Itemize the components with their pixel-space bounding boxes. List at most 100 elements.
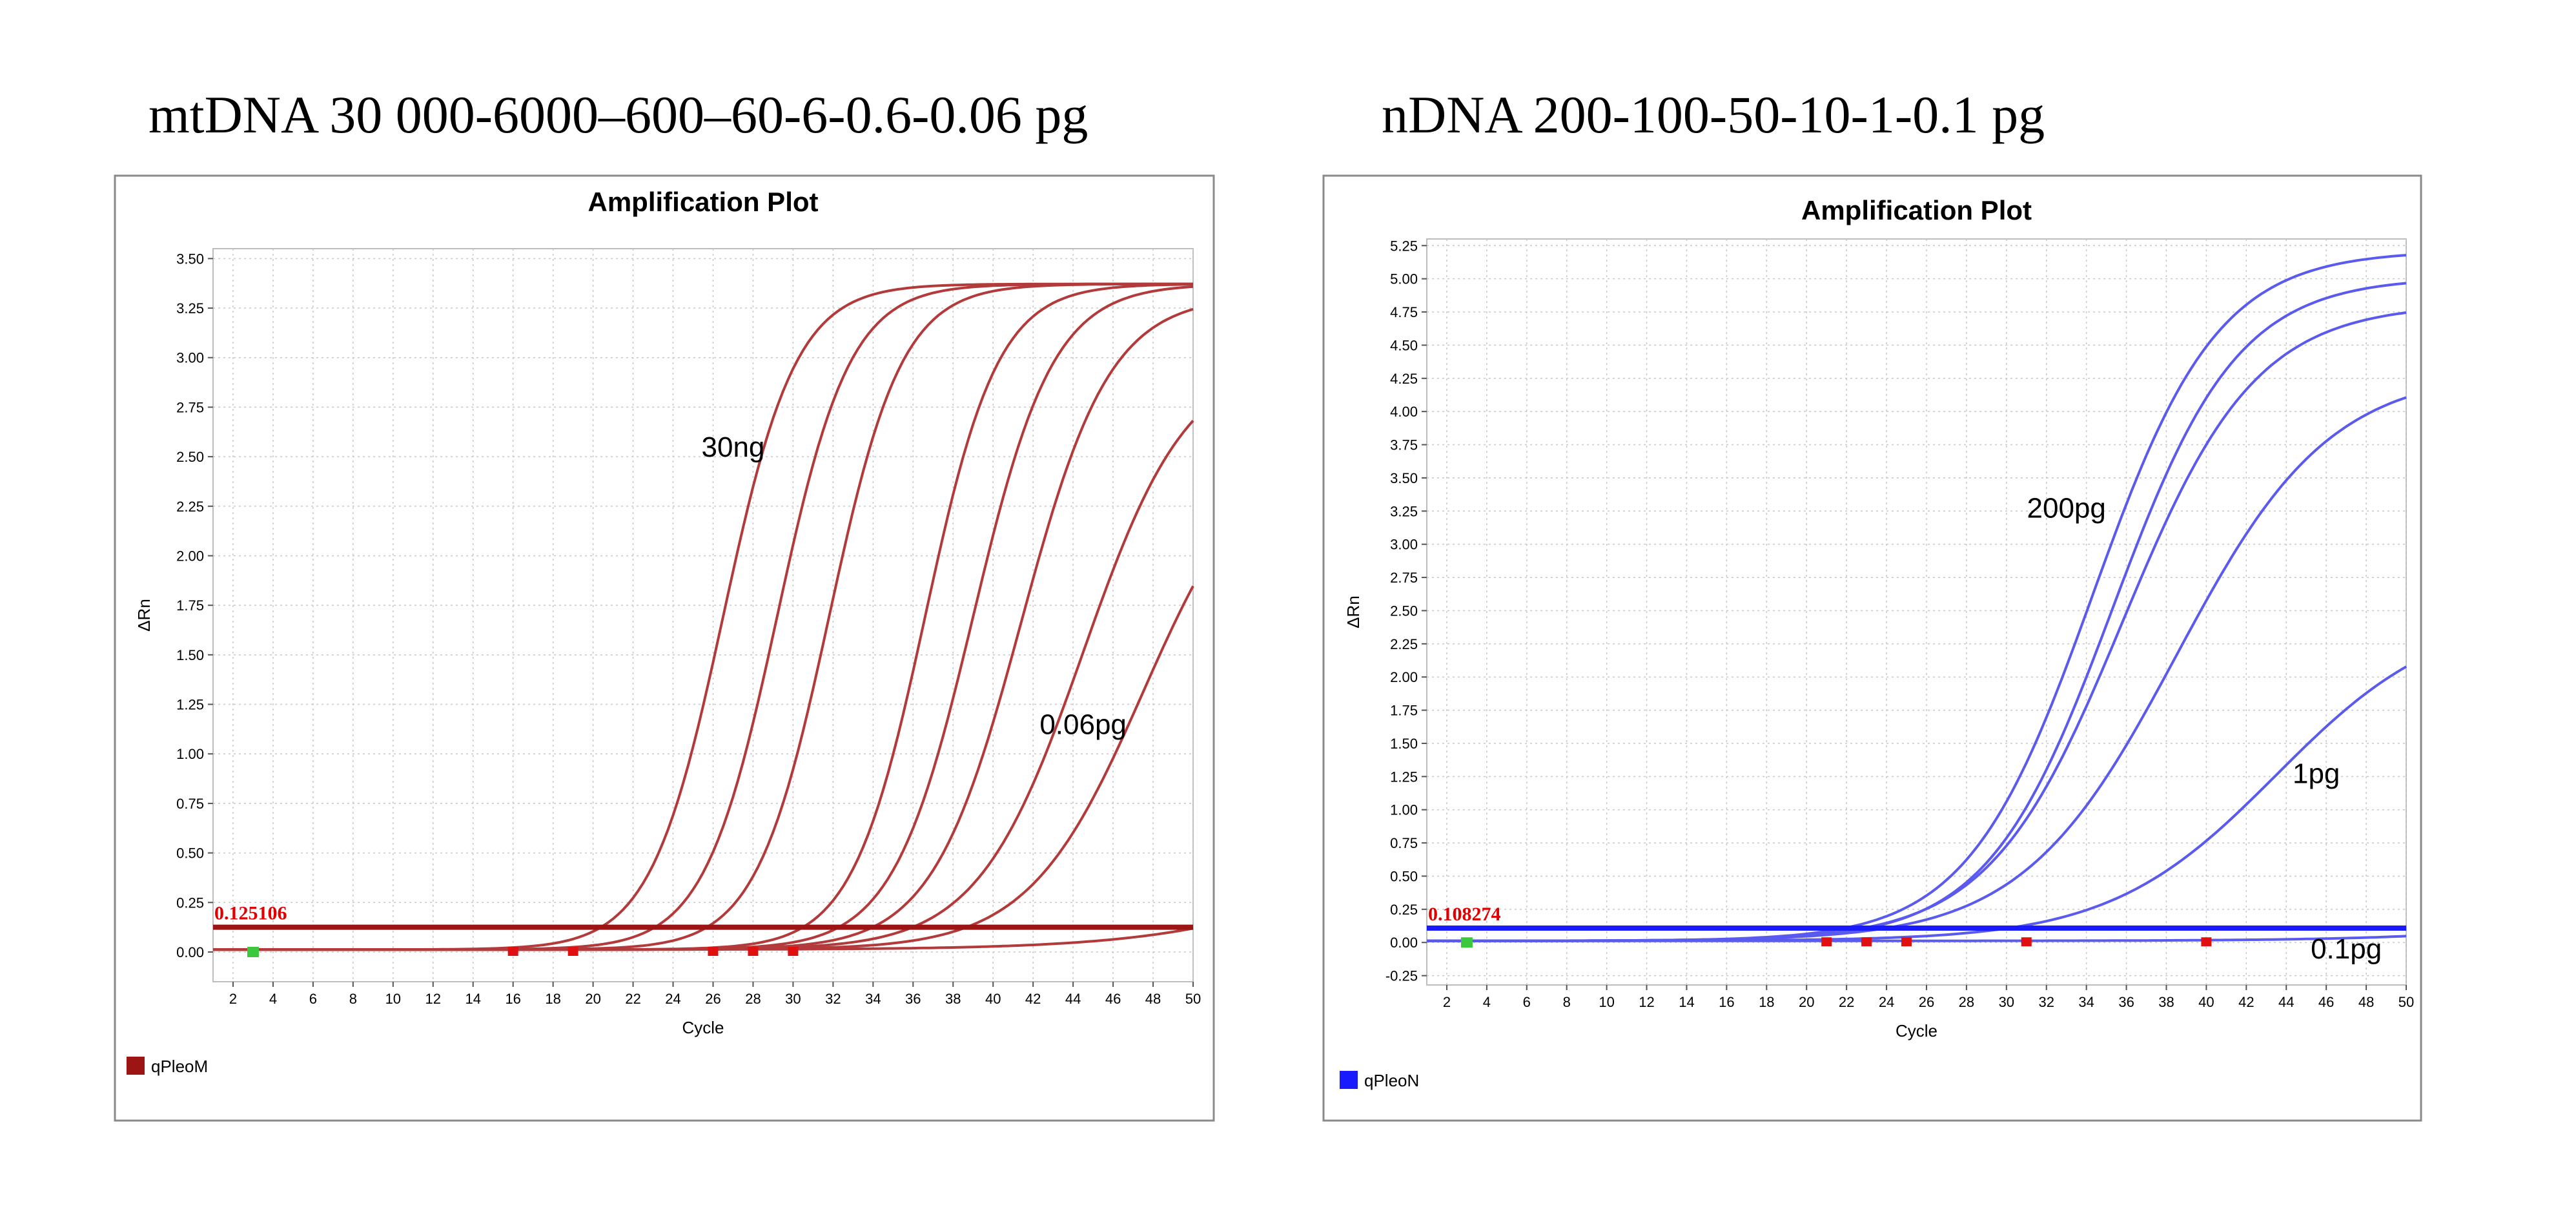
x-tick-label: 10	[1599, 994, 1614, 1010]
right-heading: nDNA 200-100-50-10-1-0.1 pg	[1382, 85, 2045, 144]
y-tick-label: 3.00	[176, 350, 204, 366]
y-tick-label: 0.25	[1390, 902, 1418, 918]
x-tick-label: 48	[1145, 991, 1161, 1007]
x-tick-label: 30	[785, 991, 801, 1007]
x-axis-label: Cycle	[1896, 1021, 1937, 1040]
y-tick-label: 5.00	[1390, 271, 1418, 287]
left-heading: mtDNA 30 000-6000–600–60-6-0.6-0.06 pg	[148, 85, 1088, 144]
y-tick-label: 1.25	[1390, 769, 1418, 785]
y-tick-label: 2.25	[1390, 636, 1418, 652]
legend-swatch	[1340, 1071, 1358, 1089]
threshold-label: 0.108274	[1428, 904, 1501, 925]
x-tick-label: 22	[625, 991, 640, 1007]
y-tick-label: 5.25	[1390, 238, 1418, 254]
y-tick-label: 3.25	[1390, 503, 1418, 519]
amplification-curve	[1427, 935, 2407, 942]
y-tick-label: 4.50	[1390, 337, 1418, 353]
y-axis-label: ΔRn	[134, 599, 154, 632]
ct-marker	[788, 946, 799, 956]
x-tick-label: 50	[1185, 991, 1201, 1007]
ndna-amplification-plot: Amplification Plot -0.25 0.00 0.25 0.50 0.75 1…	[1322, 174, 2422, 1122]
y-tick-label: 2.50	[176, 449, 204, 465]
y-tick-label: 4.25	[1390, 371, 1418, 387]
x-tick-label: 40	[985, 991, 1001, 1007]
curve-annotation: 0.1pg	[2311, 933, 2382, 965]
y-tick-label: 3.50	[1390, 470, 1418, 486]
ct-marker	[748, 946, 759, 956]
x-tick-label: 44	[2278, 994, 2294, 1010]
x-tick-label: 40	[2198, 994, 2214, 1010]
x-tick-label: 12	[1639, 994, 1654, 1010]
x-tick-label: 6	[309, 991, 317, 1007]
x-tick-label: 32	[2038, 994, 2054, 1010]
y-tick-label: 2.75	[176, 399, 204, 415]
x-tick-label: 6	[1523, 994, 1531, 1010]
x-tick-label: 46	[2318, 994, 2334, 1010]
legend-label: qPleoN	[1364, 1071, 1419, 1090]
baseline-marker	[247, 946, 259, 957]
x-tick-label: 14	[1679, 994, 1694, 1010]
curve-annotation: 0.06pg	[1039, 709, 1127, 741]
y-tick-label: 2.00	[176, 548, 204, 564]
x-tick-label: 20	[585, 991, 600, 1007]
x-tick-label: 32	[825, 991, 841, 1007]
y-tick-label: 4.00	[1390, 404, 1418, 420]
y-tick-label: 1.50	[176, 647, 204, 663]
x-tick-label: 14	[465, 991, 480, 1007]
y-tick-label: 0.00	[176, 944, 204, 960]
plot-area	[212, 248, 1194, 982]
x-tick-label: 4	[1483, 994, 1491, 1010]
y-tick-label: 1.25	[176, 697, 204, 713]
ct-marker	[708, 946, 719, 956]
x-tick-label: 8	[1563, 994, 1571, 1010]
y-tick-label: 0.25	[176, 895, 204, 911]
y-tick-label: 2.50	[1390, 603, 1418, 619]
plot-title: Amplification Plot	[588, 187, 819, 217]
x-tick-label: 30	[1999, 994, 2014, 1010]
legend-swatch	[127, 1057, 145, 1075]
x-tick-label: 26	[705, 991, 721, 1007]
x-tick-label: 16	[505, 991, 520, 1007]
x-tick-label: 42	[1025, 991, 1041, 1007]
baseline-marker	[1460, 937, 1473, 948]
ct-marker	[1861, 937, 1872, 947]
x-tick-label: 38	[2158, 994, 2174, 1010]
y-tick-label: 1.75	[176, 597, 204, 614]
x-tick-label: 16	[1719, 994, 1734, 1010]
plot-title: Amplification Plot	[1801, 195, 2032, 225]
x-tick-label: 4	[269, 991, 277, 1007]
threshold-label: 0.125106	[214, 903, 287, 924]
x-tick-label: 42	[2238, 994, 2254, 1010]
ct-marker	[2201, 937, 2212, 947]
y-tick-label: 3.25	[176, 300, 204, 316]
y-tick-label: 0.75	[1390, 835, 1418, 851]
y-tick-label: 0.50	[176, 845, 204, 862]
y-tick-label: 2.25	[176, 499, 204, 515]
x-tick-label: 36	[2118, 994, 2134, 1010]
x-tick-label: 28	[745, 991, 761, 1007]
ct-marker	[2021, 937, 2032, 947]
x-tick-label: 24	[1879, 994, 1894, 1010]
curve-annotation: 1pg	[2293, 758, 2340, 790]
legend-label: qPleoM	[151, 1057, 208, 1076]
x-tick-label: 20	[1799, 994, 1814, 1010]
x-tick-label: 28	[1959, 994, 1974, 1010]
x-tick-label: 22	[1839, 994, 1854, 1010]
x-tick-label: 50	[2398, 994, 2414, 1010]
x-tick-label: 2	[1443, 994, 1451, 1010]
y-tick-label: 3.75	[1390, 437, 1418, 453]
x-tick-label: 26	[1919, 994, 1934, 1010]
ct-marker	[507, 946, 518, 956]
amplification-curve	[213, 927, 1194, 951]
y-tick-label: 1.75	[1390, 703, 1418, 719]
x-tick-label: 46	[1105, 991, 1121, 1007]
y-tick-label: 4.75	[1390, 304, 1418, 320]
x-tick-label: 44	[1065, 991, 1081, 1007]
x-axis-label: Cycle	[682, 1018, 724, 1037]
x-tick-label: 2	[229, 991, 237, 1007]
x-tick-label: 24	[665, 991, 680, 1007]
y-tick-label: 0.50	[1390, 868, 1418, 884]
y-tick-label: 1.00	[1390, 802, 1418, 818]
mtdna-amplification-plot: Amplification Plot 0.00 0.25 0.50 0.75 1.00 1.…	[114, 174, 1215, 1122]
